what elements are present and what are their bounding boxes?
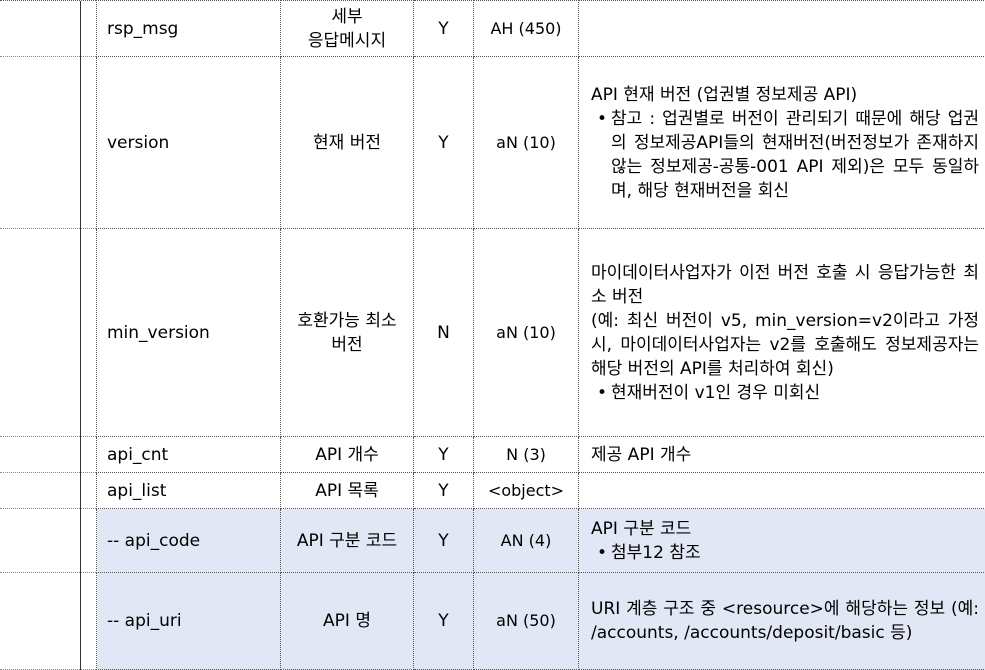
field-description: API 명 [281, 573, 414, 670]
field-description-line: 버전 [281, 333, 413, 357]
field-name: api_cnt [97, 437, 281, 473]
field-description-line: 현재 버전 [281, 131, 413, 155]
field-description-line: 호환가능 최소 [281, 309, 413, 333]
field-required: Y [414, 1, 474, 57]
field-name: rsp_msg [97, 1, 281, 57]
field-type: aN (10) [474, 57, 579, 229]
field-name: -- api_uri [97, 573, 281, 670]
field-required: Y [414, 509, 474, 573]
field-name: -- api_code [97, 509, 281, 573]
field-note: API 구분 코드첨부12 참조 [579, 509, 985, 573]
field-description: API 목록 [281, 473, 414, 509]
field-required: Y [414, 573, 474, 670]
field-note [579, 1, 985, 57]
field-description-line: API 구분 코드 [281, 529, 413, 553]
field-type: aN (10) [474, 229, 579, 437]
field-name: api_list [97, 473, 281, 509]
field-name: version [97, 57, 281, 229]
note-text: URI 계층 구조 중 <resource>에 해당하는 정보 (예: /acc… [591, 597, 979, 645]
field-description: API 개수 [281, 437, 414, 473]
gutter-row-line [0, 228, 96, 229]
field-type: AN (4) [474, 509, 579, 573]
note-text: 제공 API 개수 [591, 443, 979, 467]
note-bullet: 현재버전이 v1인 경우 미회신 [591, 381, 979, 405]
field-note: URI 계층 구조 중 <resource>에 해당하는 정보 (예: /acc… [579, 573, 985, 670]
note-text: (예: 최신 버전이 v5, min_version=v2이라고 가정 시, 마… [591, 309, 979, 381]
field-description: 현재 버전 [281, 57, 414, 229]
gutter-row-line [0, 56, 96, 57]
left-gutter [0, 0, 96, 669]
field-description-line: 응답메시지 [281, 29, 413, 53]
field-name: min_version [97, 229, 281, 437]
field-note: API 현재 버전 (업권별 정보제공 API)참고 : 업권별로 버전이 관리… [579, 57, 985, 229]
note-text: API 현재 버전 (업권별 정보제공 API) [591, 83, 979, 107]
gutter-row-line [0, 572, 96, 573]
field-note [579, 473, 985, 509]
field-required: N [414, 229, 474, 437]
field-description-line: API 개수 [281, 443, 413, 467]
field-description-line: 세부 [281, 5, 413, 29]
gutter-divider [80, 1, 81, 670]
field-type: N (3) [474, 437, 579, 473]
field-required: Y [414, 473, 474, 509]
field-description-line: API 목록 [281, 479, 413, 503]
gutter-row-line [0, 472, 96, 473]
gutter-row-line [0, 508, 96, 509]
field-required: Y [414, 57, 474, 229]
field-note: 마이데이터사업자가 이전 버전 호출 시 응답가능한 최소 버전(예: 최신 버… [579, 229, 985, 437]
note-bullet: 참고 : 업권별로 버전이 관리되기 때문에 해당 업권의 정보제공API들의 … [591, 107, 979, 203]
field-description-line: API 명 [281, 609, 413, 633]
field-type: <object> [474, 473, 579, 509]
field-required: Y [414, 437, 474, 473]
field-description: API 구분 코드 [281, 509, 414, 573]
field-note: 제공 API 개수 [579, 437, 985, 473]
field-type: AH (450) [474, 1, 579, 57]
note-bullet: 첨부12 참조 [591, 541, 979, 565]
note-text: 마이데이터사업자가 이전 버전 호출 시 응답가능한 최소 버전 [591, 261, 979, 309]
note-text: API 구분 코드 [591, 517, 979, 541]
gutter-row-line [0, 436, 96, 437]
field-type: aN (50) [474, 573, 579, 670]
